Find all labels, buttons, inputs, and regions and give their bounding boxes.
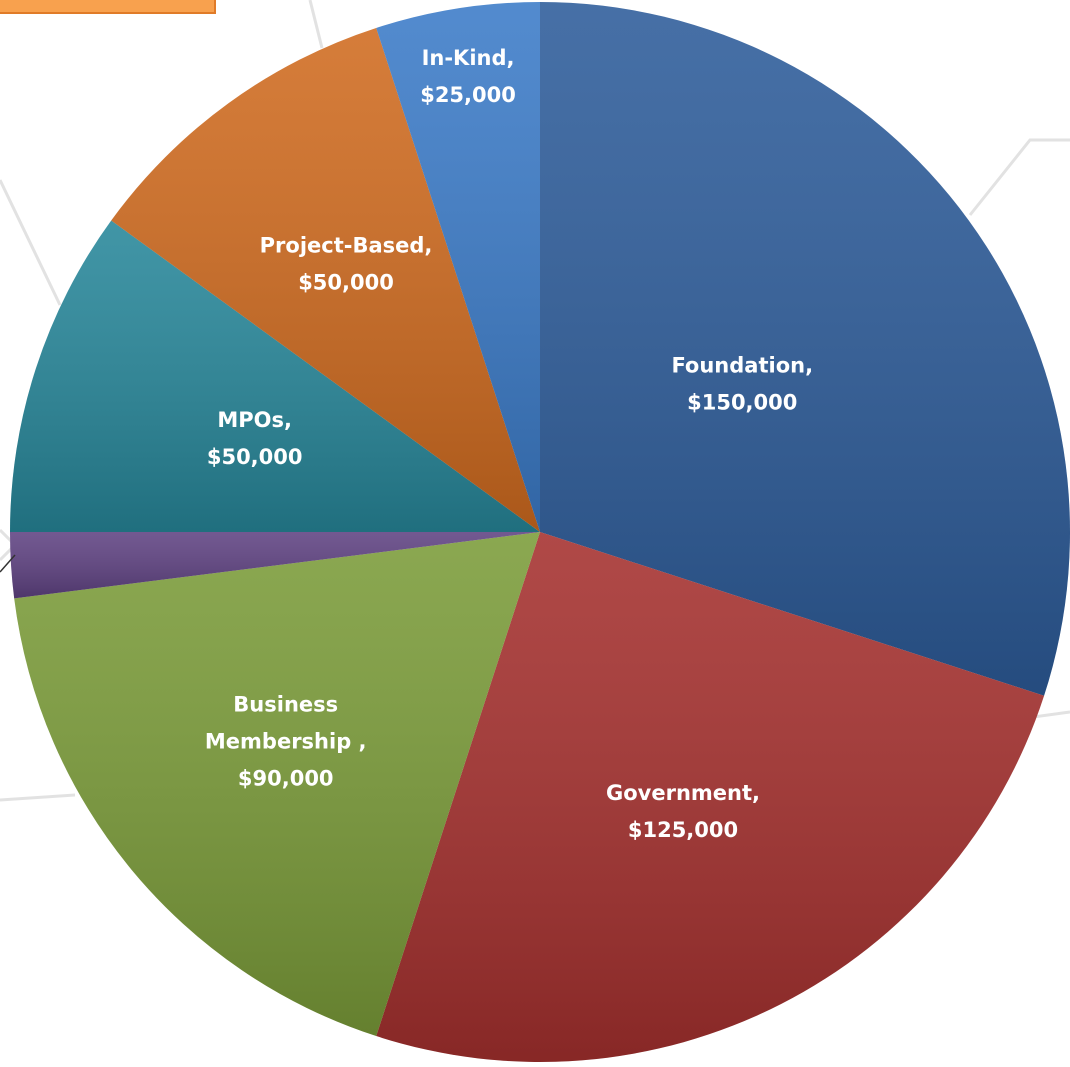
data-label: Membership ,: [205, 729, 367, 753]
data-label: $25,000: [420, 83, 516, 107]
slice-shade: [111, 27, 540, 533]
data-label: MPOs,: [217, 408, 292, 432]
leader-line: [0, 554, 16, 573]
slice-shade: [14, 532, 541, 1037]
data-label: $50,000: [298, 271, 394, 295]
data-label: Project-Based,: [260, 234, 433, 258]
slice-shade: [376, 532, 1045, 1062]
data-label: $50,000: [207, 445, 303, 469]
data-label: Foundation,: [671, 354, 813, 378]
data-label: $125,000: [628, 818, 738, 842]
data-label: Government,: [606, 781, 760, 805]
data-label: In-Kind,: [422, 46, 515, 70]
slice-shade: [376, 2, 540, 532]
slice-shade: [540, 2, 1070, 696]
slice-shade: [10, 532, 540, 599]
data-label: $150,000: [687, 391, 797, 415]
orange-banner: [0, 0, 216, 14]
data-label: $90,000: [238, 766, 334, 790]
data-labels: Foundation, $150,000 Government, $125,000 Bu…: [205, 46, 813, 842]
slice-shade: [10, 220, 540, 532]
data-label: Business: [233, 692, 338, 716]
pie: [10, 2, 1070, 1062]
